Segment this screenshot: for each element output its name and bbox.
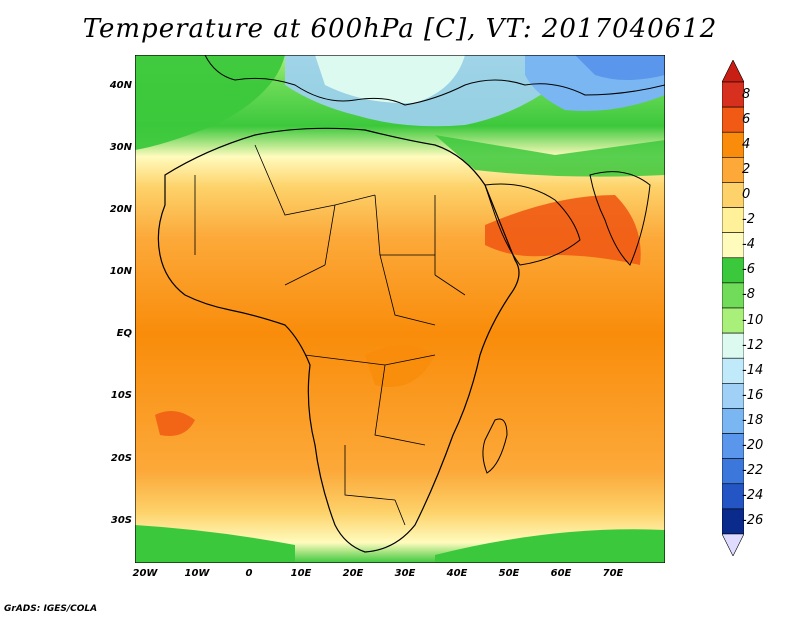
colorbar-label: -24 bbox=[742, 488, 764, 504]
colorbar-swatch bbox=[722, 357, 744, 384]
colorbar-swatch bbox=[722, 483, 744, 510]
colorbar-label: -18 bbox=[742, 413, 764, 428]
colorbar-label: -26 bbox=[742, 513, 764, 529]
credit-text: GrADS: IGES/COLA bbox=[4, 604, 98, 614]
colorbar bbox=[722, 60, 744, 556]
colorbar-swatch bbox=[722, 307, 744, 334]
colorbar-swatch bbox=[722, 508, 744, 535]
lat-label: 20N bbox=[109, 204, 132, 215]
lon-label: 0 bbox=[245, 568, 253, 579]
map-title: Temperature at 600hPa [C], VT: 201704061… bbox=[82, 14, 718, 44]
colorbar-label: -6 bbox=[742, 262, 755, 278]
colorbar-label: 4 bbox=[742, 136, 751, 152]
colorbar-swatch bbox=[722, 408, 744, 434]
colorbar-swatch bbox=[722, 433, 744, 459]
colorbar-swatch bbox=[722, 458, 744, 485]
lon-label: 50E bbox=[498, 568, 520, 579]
colorbar-label: -14 bbox=[742, 362, 764, 378]
lon-label: 70E bbox=[602, 568, 624, 579]
lat-label: 10N bbox=[109, 266, 132, 277]
lon-label: 10W bbox=[184, 568, 210, 579]
colorbar-label: 8 bbox=[742, 86, 751, 102]
colorbar-swatch bbox=[722, 182, 744, 208]
lon-label: 40E bbox=[446, 568, 468, 579]
colorbar-label: -2 bbox=[742, 212, 755, 228]
temperature-map bbox=[135, 55, 665, 563]
colorbar-swatch bbox=[722, 207, 744, 233]
colorbar-swatch bbox=[722, 131, 744, 158]
lon-label: 20E bbox=[342, 568, 364, 579]
colorbar-swatch bbox=[722, 106, 744, 133]
colorbar-bottom-arrow bbox=[722, 533, 744, 556]
lat-label: EQ bbox=[116, 328, 132, 339]
colorbar-label: -20 bbox=[742, 438, 764, 454]
colorbar-swatch bbox=[722, 282, 744, 309]
lat-label: 20S bbox=[110, 453, 132, 464]
colorbar-swatch bbox=[722, 383, 744, 409]
colorbar-label: 2 bbox=[742, 161, 751, 177]
colorbar-top-arrow bbox=[722, 60, 744, 83]
colorbar-label: -12 bbox=[742, 337, 764, 353]
colorbar-label: 6 bbox=[742, 111, 751, 127]
colorbar-label: -4 bbox=[742, 237, 755, 253]
colorbar-swatch bbox=[722, 257, 744, 284]
colorbar-swatch bbox=[722, 81, 744, 108]
lon-label: 20W bbox=[132, 568, 158, 579]
lon-label: 60E bbox=[550, 568, 572, 579]
lat-label: 30S bbox=[110, 515, 132, 526]
colorbar-swatch bbox=[722, 332, 744, 359]
lat-label: 40N bbox=[109, 80, 132, 91]
lon-label: 30E bbox=[394, 568, 416, 579]
lat-label: 30N bbox=[109, 142, 132, 153]
lon-label: 10E bbox=[290, 568, 312, 579]
colorbar-label: -8 bbox=[742, 287, 755, 303]
colorbar-label: -22 bbox=[742, 463, 764, 479]
lat-label: 10S bbox=[110, 390, 132, 401]
colorbar-swatch bbox=[722, 232, 744, 259]
colorbar-swatch bbox=[722, 157, 744, 183]
colorbar-label: 0 bbox=[742, 187, 751, 202]
colorbar-label: -10 bbox=[742, 312, 764, 328]
colorbar-label: -16 bbox=[742, 387, 764, 403]
